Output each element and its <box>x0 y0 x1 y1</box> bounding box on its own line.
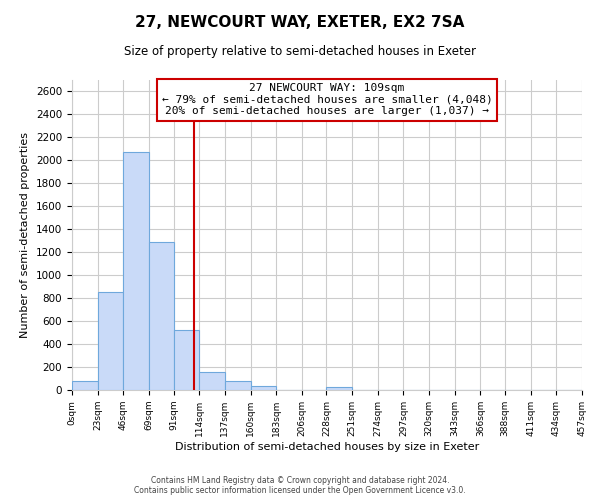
Y-axis label: Number of semi-detached properties: Number of semi-detached properties <box>20 132 31 338</box>
Bar <box>199 372 225 390</box>
Bar <box>326 387 352 390</box>
Bar <box>173 330 199 390</box>
Bar <box>72 382 98 390</box>
Text: Size of property relative to semi-detached houses in Exeter: Size of property relative to semi-detach… <box>124 45 476 58</box>
Text: Contains HM Land Registry data © Crown copyright and database right 2024.
Contai: Contains HM Land Registry data © Crown c… <box>134 476 466 495</box>
Text: 27, NEWCOURT WAY, EXETER, EX2 7SA: 27, NEWCOURT WAY, EXETER, EX2 7SA <box>136 15 464 30</box>
Text: 27 NEWCOURT WAY: 109sqm
← 79% of semi-detached houses are smaller (4,048)
20% of: 27 NEWCOURT WAY: 109sqm ← 79% of semi-de… <box>161 83 493 116</box>
Bar <box>225 382 251 390</box>
Bar <box>149 242 173 390</box>
Bar <box>124 152 149 390</box>
Bar <box>98 292 124 390</box>
X-axis label: Distribution of semi-detached houses by size in Exeter: Distribution of semi-detached houses by … <box>175 442 479 452</box>
Bar <box>251 386 276 390</box>
